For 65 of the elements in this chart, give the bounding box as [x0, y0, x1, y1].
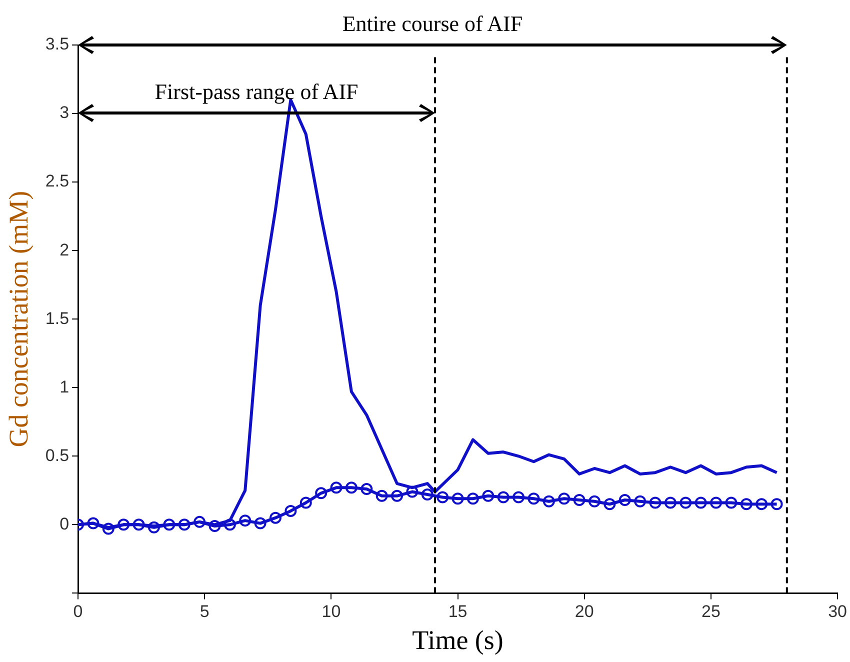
point	[118, 518, 130, 531]
point	[618, 494, 631, 506]
point	[664, 496, 676, 509]
y-tick-label: 1.5	[45, 308, 70, 328]
x-tick-label: 0	[73, 602, 83, 622]
point	[270, 512, 282, 524]
point	[148, 521, 160, 534]
point	[710, 496, 722, 509]
point	[604, 498, 616, 510]
point	[649, 496, 662, 509]
x-tick-label: 20	[574, 602, 594, 622]
point	[284, 504, 297, 517]
point	[345, 482, 358, 494]
point	[725, 496, 738, 509]
x-axis-title: Time (s)	[412, 624, 504, 655]
y-tick-label: 2	[60, 240, 70, 260]
text: Entire course of AIF	[342, 11, 523, 37]
y-tick-label: 1	[60, 377, 70, 396]
point	[315, 487, 328, 500]
point	[406, 486, 418, 498]
y-tick-label: 3.5	[45, 34, 70, 54]
annotation: First-pass range of AIF	[154, 79, 358, 105]
point	[421, 488, 434, 501]
point	[466, 492, 479, 505]
point	[208, 520, 221, 532]
point	[178, 518, 190, 531]
point	[224, 518, 236, 531]
y-tick-label: 0.5	[45, 446, 70, 465]
point	[452, 492, 464, 505]
y-tick-label: 0	[60, 514, 70, 534]
point	[163, 518, 176, 531]
point	[376, 490, 388, 502]
x-tick-label: 25	[702, 602, 720, 622]
y-tick-label: 3	[60, 103, 70, 122]
point	[330, 482, 342, 494]
x-tick-label: 15	[448, 602, 468, 622]
point	[132, 518, 145, 531]
point	[542, 495, 555, 508]
point	[102, 522, 114, 535]
point	[573, 494, 586, 506]
point	[239, 514, 252, 527]
point	[634, 495, 646, 508]
point	[770, 498, 783, 510]
point	[194, 516, 206, 528]
point	[756, 498, 768, 510]
point	[497, 491, 510, 504]
point	[528, 492, 540, 505]
point	[391, 490, 404, 502]
point	[740, 498, 752, 510]
point	[680, 496, 692, 509]
point	[436, 491, 449, 504]
point	[482, 490, 494, 502]
x-tick-label: 5	[200, 602, 210, 622]
point	[360, 483, 373, 496]
point	[87, 517, 100, 530]
point	[588, 495, 600, 508]
x-tick-label: 30	[828, 602, 848, 622]
point	[512, 491, 525, 504]
point	[254, 517, 266, 530]
point	[300, 496, 312, 509]
point	[558, 492, 570, 505]
y-axis-title: Gd concentration (mM)	[3, 190, 34, 448]
y-tick-label: 2.5	[45, 172, 70, 191]
point	[694, 496, 707, 509]
x-tick-label: 10	[322, 602, 341, 622]
